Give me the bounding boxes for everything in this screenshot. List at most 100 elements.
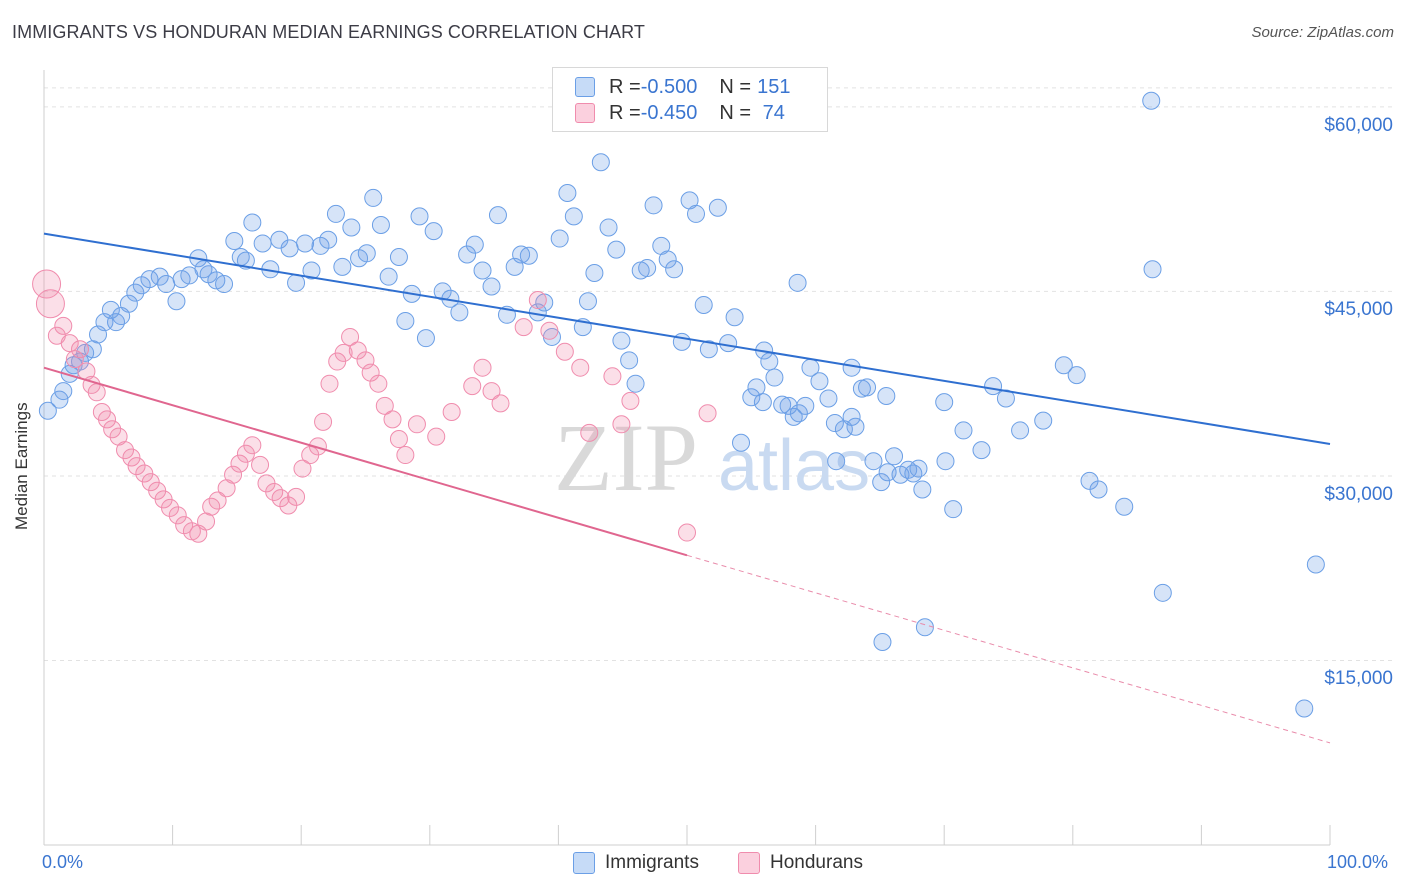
point-immigrants [215,275,234,294]
point-immigrants [379,267,398,286]
axes [43,70,1331,846]
x-tick-label-max: 100.0% [1327,852,1389,872]
point-immigrants [825,414,844,433]
point-immigrants [287,273,306,292]
point-hondurans [161,498,180,517]
point-immigrants [280,239,299,258]
point-hondurans [60,334,79,353]
point-immigrants [1034,411,1053,430]
point-immigrants [620,351,639,370]
point-immigrants [638,259,657,278]
point-immigrants [784,407,803,426]
point-hondurans [54,316,73,335]
point-hondurans [224,465,243,484]
point-hondurans [251,455,270,474]
point-immigrants [1115,497,1134,516]
y-axis-title: Median Earnings [12,402,31,530]
point-immigrants [591,153,610,172]
bottom-legend-label-immigrants: Immigrants [605,852,699,873]
x-tick-label-min: 0.0% [42,852,84,872]
point-immigrants [909,459,928,478]
point-immigrants [873,633,892,652]
point-immigrants [742,388,761,407]
point-hondurans [348,341,367,360]
point-immigrants [954,421,973,440]
point-immigrants [319,230,338,249]
point-hondurans [65,350,84,369]
point-immigrants [773,395,792,414]
point-immigrants [140,270,159,289]
point-hondurans [369,374,388,393]
point-immigrants [626,374,645,393]
point-hondurans [98,410,117,429]
point-immigrants [846,417,865,436]
point-immigrants [789,404,808,423]
y-tick-label: $45,000 [1324,299,1393,321]
point-immigrants [1067,366,1086,385]
point-hondurans [383,410,402,429]
legend-r-label: R = [609,101,641,124]
legend-n-value: 74 [757,101,785,124]
watermark-atlas: atlas [718,426,870,506]
point-hondurans [473,358,492,377]
point-immigrants [194,260,213,279]
point-immigrants [519,246,538,265]
point-immigrants [482,277,501,296]
point-immigrants [410,207,429,226]
point-immigrants [1054,356,1073,375]
point-hondurans [389,430,408,449]
point-immigrants [935,393,954,412]
point-immigrants [253,234,272,253]
point-hondurans [407,415,426,434]
legend-r-value: -0.450 [640,101,698,124]
point-immigrants [599,218,618,237]
point-immigrants [326,204,345,223]
point-immigrants [644,196,663,215]
point-immigrants [1143,260,1162,279]
trend-line-hondurans [43,366,688,557]
source-label: Source: ZipAtlas.com [1251,24,1394,41]
point-immigrants [872,473,891,492]
legend-n-label: N = [719,75,752,98]
point-hondurans [271,489,290,508]
legend-row-hondurans: R = -0.450 N = 74 [575,100,785,126]
point-hondurans [293,459,312,478]
point-immigrants [765,368,784,387]
point-hondurans [612,415,631,434]
trend-line-immigrants [43,232,1331,445]
point-hondurans [32,269,62,299]
point-hondurans [580,423,599,442]
point-immigrants [1011,421,1030,440]
point-hondurans [243,436,262,455]
legend-row-immigrants: R = -0.500 N = 151 [575,74,790,100]
point-immigrants [788,273,807,292]
point-immigrants [50,390,69,409]
point-hondurans [482,382,501,401]
point-immigrants [512,245,531,264]
point-immigrants [450,303,469,322]
legend-n-label: N = [719,101,752,124]
point-hondurans [71,340,90,359]
point-immigrants [810,372,829,391]
point-immigrants [665,260,684,279]
point-immigrants [913,480,932,499]
point-immigrants [371,216,390,234]
trend-line-hondurans-extension [686,554,1331,744]
point-immigrants [658,250,677,269]
y-tick-label: $30,000 [1324,483,1393,505]
point-hondurans [442,402,461,421]
point-hondurans [621,391,640,410]
point-immigrants [972,441,991,460]
point-hondurans [208,491,227,510]
point-immigrants [433,282,452,301]
point-hondurans [320,374,339,393]
point-immigrants [243,213,262,232]
point-immigrants [558,184,577,203]
point-hondurans [678,523,696,542]
point-immigrants [357,244,376,263]
point-hondurans [540,321,559,340]
point-immigrants [864,452,883,471]
chart-title: IMMIGRANTS VS HONDURAN MEDIAN EARNINGS C… [12,22,645,42]
point-immigrants [732,433,751,452]
